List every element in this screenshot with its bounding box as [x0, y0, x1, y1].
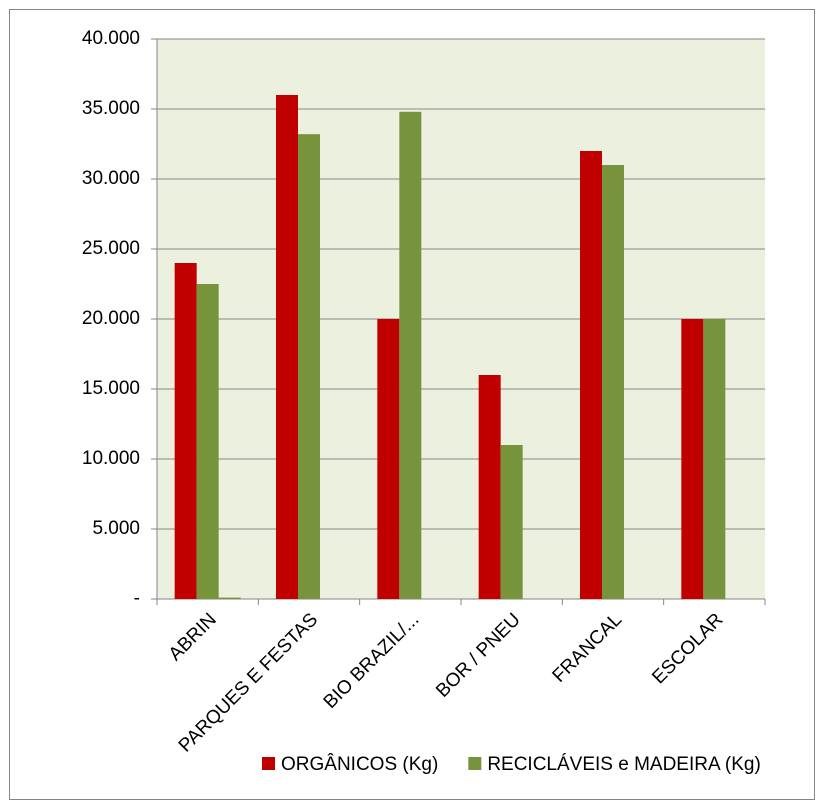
- bar: [218, 597, 241, 599]
- legend-label: ORGÂNICOS (Kg): [281, 753, 438, 775]
- bar: [478, 375, 501, 599]
- bar: [602, 165, 624, 599]
- y-tick-label: 30.000: [82, 168, 140, 189]
- y-tick-label: 35.000: [82, 98, 140, 119]
- y-tick-label: 20.000: [82, 308, 140, 329]
- bar: [196, 284, 219, 599]
- legend-swatch: [262, 757, 275, 770]
- bar: [298, 134, 320, 599]
- bar: [500, 445, 523, 599]
- bar: [399, 111, 422, 600]
- bar: [174, 263, 197, 599]
- y-tick-label: 40.000: [82, 28, 140, 49]
- y-tick-label: 10.000: [82, 448, 140, 469]
- bar: [681, 319, 704, 599]
- bar: [580, 151, 602, 599]
- legend-label: RECICLÁVEIS e MADEIRA (Kg): [487, 754, 760, 775]
- bar: [276, 95, 298, 599]
- bar: [703, 319, 726, 599]
- y-tick-label: 15.000: [82, 378, 140, 399]
- y-tick-label: 25.000: [82, 238, 140, 259]
- bar: [377, 319, 400, 599]
- legend-swatch: [468, 757, 482, 770]
- y-tick-label: -: [134, 588, 140, 609]
- y-tick-label: 5.000: [92, 518, 140, 539]
